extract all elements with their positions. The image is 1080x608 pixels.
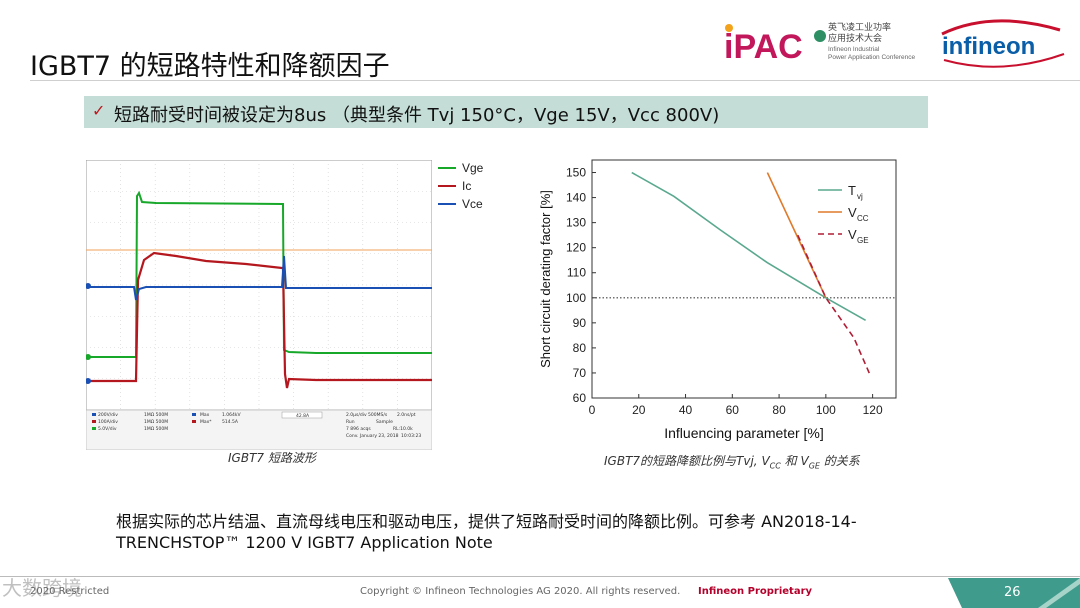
caption-vge: V xyxy=(800,454,809,468)
max-label-1: Max xyxy=(200,412,210,418)
legend-ic: Ic xyxy=(462,179,471,193)
vge-trace xyxy=(86,190,432,358)
plot-area xyxy=(591,159,897,399)
x-tick-label: 20 xyxy=(632,403,646,417)
y-tick-label: 60 xyxy=(573,391,587,405)
key-point-text: 短路耐受时间被设定为8us （典型条件 Tvj 150°C，Vge 15V，Vc… xyxy=(114,105,720,126)
capture-date: Conv. January 23, 2018 xyxy=(346,433,399,439)
run-state: Run xyxy=(346,419,355,425)
x-tick-label: 40 xyxy=(679,403,693,417)
ch1-scale: 200V/div xyxy=(98,412,118,418)
max-value-2: 514.5A xyxy=(222,419,239,425)
x-tick-label: 60 xyxy=(726,403,740,417)
y-tick-label: 130 xyxy=(566,216,586,230)
legend-vce: Vce xyxy=(462,197,483,211)
ch1-impedance: 1MΩ 500M xyxy=(144,412,168,418)
oscilloscope-waveform: 200V/div 100A/div 5.0V/div 1MΩ 500M 1MΩ … xyxy=(86,160,432,450)
y-tick-label: 100 xyxy=(566,291,586,305)
y-tick-label: 90 xyxy=(573,316,587,330)
caption-end: 的关系 xyxy=(819,454,860,468)
ipac-cn-line1: 英飞凌工业功率 xyxy=(828,21,891,33)
infineon-logo-text: infineon xyxy=(942,33,1035,60)
footer-restricted: 2020 Restricted xyxy=(30,586,110,597)
y-tick-label: 120 xyxy=(566,241,586,255)
vce-trace xyxy=(86,255,432,301)
infineon-logo: infineon xyxy=(941,19,1065,68)
title-divider xyxy=(30,80,1080,81)
footer-copyright: Copyright © Infineon Technologies AG 202… xyxy=(360,586,681,597)
waveform-caption: IGBT7 短路波形 xyxy=(228,451,316,465)
y-tick-label: 80 xyxy=(573,341,587,355)
acq-count: 7 896 acqs xyxy=(346,426,371,432)
page-number: 26 xyxy=(1004,585,1021,600)
series-line-tvj xyxy=(631,171,866,322)
y-tick-label: 140 xyxy=(566,191,586,205)
y-axis-label: Short circuit derating factor [%] xyxy=(538,190,553,368)
caption-vcc: V xyxy=(761,454,770,468)
legend-vge: Vge xyxy=(462,161,484,175)
legend-sub-tvj: vj xyxy=(857,192,863,201)
derating-chart: 0 20 40 60 80 100 120 60 70 80 90 100 110 120 130 140 15… xyxy=(538,159,897,441)
caption-main: IGBT7的短路降额比例与Tvj, xyxy=(604,454,762,468)
ch2-scale: 100A/div xyxy=(98,419,118,425)
ch2-impedance: 1MΩ 500M xyxy=(144,419,168,425)
ipac-cn-line2: 应用技术大会 xyxy=(828,32,882,44)
max-label-2: Max* xyxy=(200,419,212,425)
ic-trace xyxy=(86,251,432,389)
scope-grid xyxy=(86,160,432,410)
ipac-logo: iPAC 英飞凌工业功率 应用技术大会 Infineon Industrial … xyxy=(724,21,915,66)
ipac-green-icon xyxy=(814,30,826,42)
y-tick-label: 70 xyxy=(573,366,587,380)
ipac-logo-text: iPAC xyxy=(724,28,803,66)
sample-rate: 500MS/s xyxy=(368,412,388,418)
check-icon: ✓ xyxy=(92,101,106,120)
ipac-en-line1: Infineon Industrial xyxy=(828,46,880,53)
infineon-swoosh-icon xyxy=(941,19,1061,36)
x-axis-label: Influencing parameter [%] xyxy=(664,425,824,441)
ground-marker-icon xyxy=(86,378,91,384)
x-tick-label: 0 xyxy=(589,403,596,417)
x-tick-label: 80 xyxy=(772,403,786,417)
chart-caption: IGBT7的短路降额比例与Tvj, VCC 和 VGE 的关系 xyxy=(604,452,860,470)
acq-mode: Sample xyxy=(376,419,393,425)
legend-label-tvj: T xyxy=(848,183,856,198)
timebase: 2.0μs/div xyxy=(346,412,367,418)
watermark: 大数跨境 xyxy=(2,576,82,600)
ipac-en-line2: Power Application Conference xyxy=(828,54,915,61)
legend-sub-vcc: CC xyxy=(857,214,869,223)
legend-label-vge: V xyxy=(848,227,857,242)
ch3-impedance: 1MΩ 500M xyxy=(144,426,168,432)
page-number-tab xyxy=(948,578,1080,608)
series-line-vge xyxy=(797,234,872,376)
infineon-swoosh-bottom-icon xyxy=(943,53,1065,68)
y-tick-label: 150 xyxy=(566,166,586,180)
key-point-banner: ✓ 短路耐受时间被设定为8us （典型条件 Tvj 150°C，Vge 15V，… xyxy=(84,96,928,128)
caption-vge-sub: GE xyxy=(808,461,820,471)
point-interval: 2.0ns/pt xyxy=(397,412,416,418)
body-paragraph: 根据实际的芯片结温、直流母线电压和驱动电压，提供了短路耐受时间的降额比例。可参考… xyxy=(116,512,857,552)
vce-marker-icon xyxy=(86,283,91,289)
cursor-value: 42.8A xyxy=(296,413,310,419)
footer-proprietary: Infineon Proprietary xyxy=(698,586,813,597)
scope-readout-panel xyxy=(86,409,432,450)
legend-label-vcc: V xyxy=(848,205,857,220)
footer-divider xyxy=(0,576,1080,577)
max-value-1: 1.064kV xyxy=(222,412,241,418)
vge-marker-icon xyxy=(86,354,91,360)
x-tick-label: 100 xyxy=(816,403,836,417)
caption-mid: 和 xyxy=(780,454,801,468)
record-length: RL:10.0k xyxy=(393,426,413,432)
legend-sub-vge: GE xyxy=(857,236,869,245)
waveform-legend: Vge Ic Vce xyxy=(438,161,484,211)
scope-readout-text: 200V/div 100A/div 5.0V/div 1MΩ 500M 1MΩ … xyxy=(92,411,421,439)
slide-title: IGBT7 的短路特性和降额因子 xyxy=(30,51,390,82)
caption-vcc-sub: CC xyxy=(769,461,781,471)
capture-time: 10:03:23 xyxy=(401,433,421,439)
y-tick-label: 110 xyxy=(567,266,586,280)
ch3-scale: 5.0V/div xyxy=(98,426,117,432)
ipac-dot-icon xyxy=(725,24,733,32)
x-tick-label: 120 xyxy=(863,403,883,417)
